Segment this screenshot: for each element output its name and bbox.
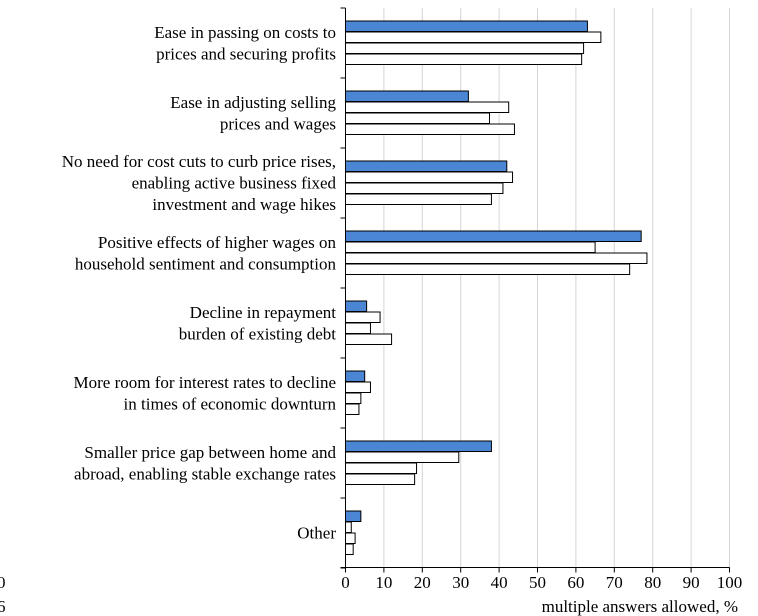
bar-category-7-series-3 xyxy=(345,462,418,474)
bar-category-6-series-3 xyxy=(345,392,362,404)
category-label-5: Decline in repayment burden of existing d… xyxy=(179,303,336,344)
x-tick-label-40: 40 xyxy=(491,573,508,592)
bar-category-1-series-1 xyxy=(345,20,588,32)
x-tick-label-100: 100 xyxy=(717,573,743,592)
category-labels: Ease in passing on costs to prices and se… xyxy=(62,23,337,543)
category-label-4: Positive effects of higher wages on house… xyxy=(75,233,337,274)
bar-category-6-series-1 xyxy=(345,370,366,382)
category-label-3-line-3: investment and wage hikes xyxy=(152,195,336,214)
category-label-2: Ease in adjusting selling prices and wage… xyxy=(170,93,336,134)
x-tick-label-70: 70 xyxy=(606,573,623,592)
bars xyxy=(345,20,648,555)
category-label-6-line-1: More room for interest rates to decline xyxy=(74,373,336,392)
category-label-2-line-1: Ease in adjusting selling xyxy=(170,93,336,112)
category-label-7: Smaller price gap between home and abroad… xyxy=(74,443,336,484)
category-label-3: No need for cost cuts to curb price rise… xyxy=(62,152,337,214)
category-label-4-line-1: Positive effects of higher wages on xyxy=(98,233,337,252)
category-label-1-line-1: Ease in passing on costs to xyxy=(154,23,336,42)
bar-category-3-series-4 xyxy=(345,193,492,205)
left-edge-fragment-top: 0 xyxy=(0,573,6,592)
category-label-5-line-2: burden of existing debt xyxy=(179,324,336,343)
category-label-7-line-2: abroad, enabling stable exchange rates xyxy=(74,464,336,483)
x-tick-label-50: 50 xyxy=(529,573,546,592)
category-label-7-line-1: Smaller price gap between home and xyxy=(84,443,336,462)
category-label-5-line-1: Decline in repayment xyxy=(190,303,337,322)
bar-category-4-series-3 xyxy=(345,252,648,264)
x-tick-label-30: 30 xyxy=(452,573,469,592)
x-tick-label-60: 60 xyxy=(567,573,584,592)
left-edge-fragment-bottom: 6 xyxy=(0,597,6,616)
bar-category-5-series-3 xyxy=(345,322,371,334)
bar-category-8-series-2 xyxy=(345,521,352,533)
bar-category-3-series-2 xyxy=(345,171,514,183)
x-tick-label-20: 20 xyxy=(414,573,431,592)
bar-category-1-series-3 xyxy=(345,42,585,54)
bar-category-4-series-1 xyxy=(345,230,642,242)
bar-category-6-series-2 xyxy=(345,381,371,393)
bar-category-5-series-2 xyxy=(345,311,381,323)
category-label-6-line-2: in times of economic downturn xyxy=(124,394,337,413)
category-label-4-line-2: household sentiment and consumption xyxy=(75,254,337,273)
axes xyxy=(340,7,730,573)
bar-category-4-series-2 xyxy=(345,241,596,253)
category-label-2-line-2: prices and wages xyxy=(220,114,336,133)
bar-category-3-series-3 xyxy=(345,182,504,194)
x-axis-label: multiple answers allowed, % xyxy=(542,597,738,616)
bar-category-2-series-1 xyxy=(345,90,469,102)
bar-category-6-series-4 xyxy=(345,403,360,415)
category-label-8-line-1: Other xyxy=(297,524,336,543)
bar-category-8-series-4 xyxy=(345,543,354,555)
category-label-3-line-1: No need for cost cuts to curb price rise… xyxy=(62,152,336,171)
bar-category-7-series-2 xyxy=(345,451,460,463)
bar-category-2-series-3 xyxy=(345,112,490,124)
category-label-8: Other xyxy=(297,524,336,543)
bar-category-4-series-4 xyxy=(345,263,631,275)
x-tick-label-80: 80 xyxy=(644,573,661,592)
bar-category-1-series-4 xyxy=(345,53,583,65)
bar-category-2-series-4 xyxy=(345,123,515,135)
category-label-3-line-2: enabling active business fixed xyxy=(132,174,337,193)
bar-category-3-series-1 xyxy=(345,160,508,172)
x-tick-label-0: 0 xyxy=(341,573,350,592)
x-tick-label-10: 10 xyxy=(375,573,392,592)
bar-category-7-series-4 xyxy=(345,473,416,485)
category-label-1: Ease in passing on costs to prices and se… xyxy=(154,23,336,64)
bar-category-2-series-2 xyxy=(345,101,510,113)
bar-category-7-series-1 xyxy=(345,440,492,452)
bar-category-5-series-1 xyxy=(345,300,368,312)
bar-category-1-series-2 xyxy=(345,31,602,43)
bar-category-8-series-1 xyxy=(345,510,362,522)
x-tick-labels: 0 10 20 30 40 50 60 70 80 90 100 xyxy=(341,573,742,592)
bar-category-8-series-3 xyxy=(345,532,356,544)
bar-category-5-series-4 xyxy=(345,333,393,345)
category-label-6: More room for interest rates to decline i… xyxy=(74,373,337,414)
category-label-1-line-2: prices and securing profits xyxy=(156,44,336,63)
x-tick-label-90: 90 xyxy=(683,573,700,592)
